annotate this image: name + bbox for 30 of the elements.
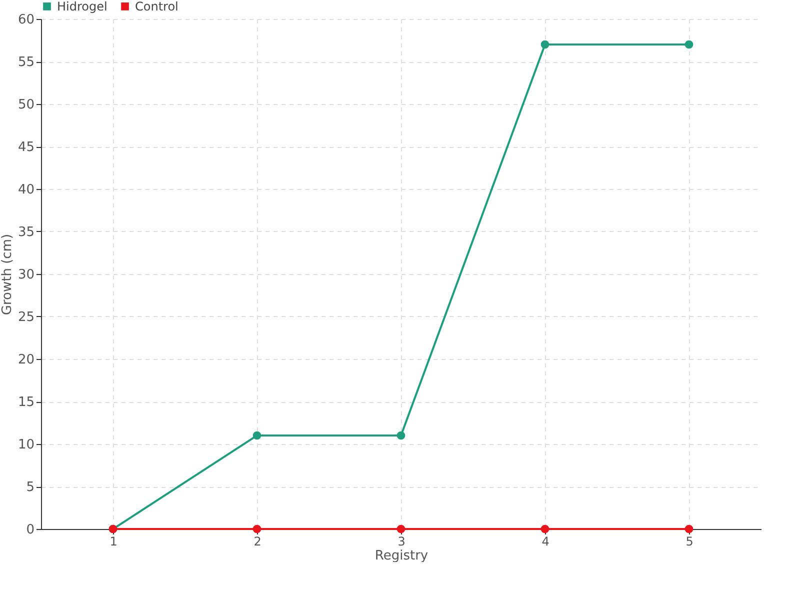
y-tick-label: 10 <box>18 438 34 452</box>
x-tick-label: 4 <box>542 534 550 548</box>
point <box>252 524 262 534</box>
x-tick-label: 5 <box>686 534 694 548</box>
point <box>684 524 694 534</box>
y-axis-title: Growth (cm) <box>0 234 15 316</box>
y-tick-label: 35 <box>18 225 34 240</box>
y-tick-label: 20 <box>18 352 34 368</box>
x-axis-title: Registry <box>374 548 428 564</box>
y-tick-label: 45 <box>18 140 34 155</box>
point <box>540 40 550 49</box>
y-tick-label: 40 <box>18 182 34 198</box>
point <box>540 524 550 534</box>
legend-label: Hidrogel <box>57 0 108 14</box>
point <box>396 524 406 534</box>
point <box>252 431 262 440</box>
x-tick-label: 3 <box>398 534 406 548</box>
y-tick-label: 50 <box>18 98 34 112</box>
y-tick-label: 25 <box>18 310 34 325</box>
y-tick-label: 60 <box>18 12 34 28</box>
x-tick-label: 1 <box>110 534 118 548</box>
y-tick-label: 55 <box>18 55 34 70</box>
legend-label: Control <box>135 0 178 14</box>
x-tick-label: 2 <box>254 534 262 548</box>
y-tick-label: 15 <box>18 395 34 410</box>
y-tick-label: 0 <box>26 522 34 538</box>
point <box>396 431 406 440</box>
y-tick-label: 30 <box>18 268 34 282</box>
point <box>684 40 694 49</box>
y-tick-label: 5 <box>26 480 34 495</box>
